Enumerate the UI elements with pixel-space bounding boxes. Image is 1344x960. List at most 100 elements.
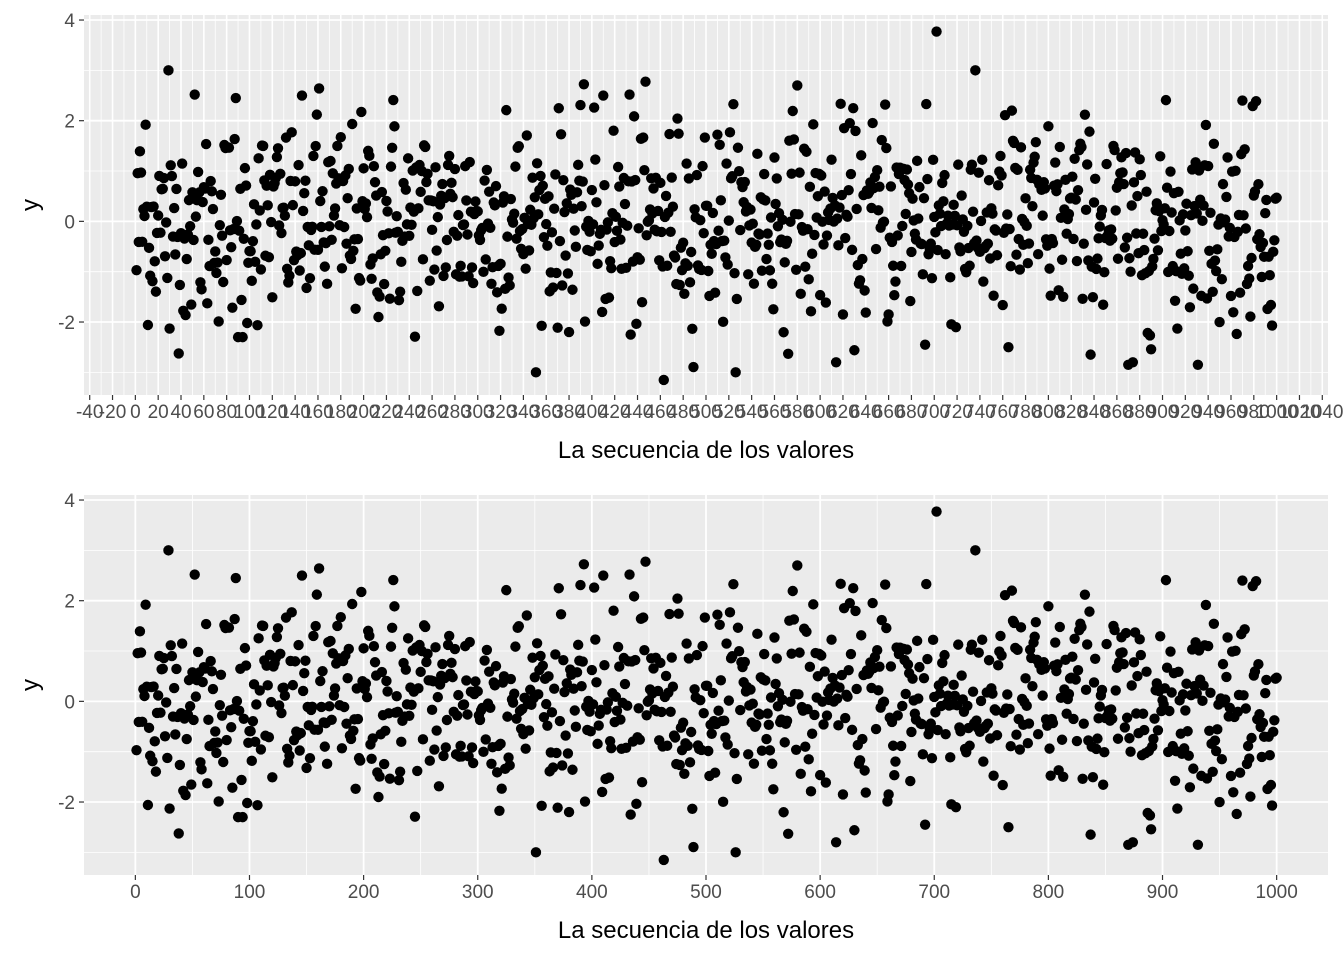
data-point (1230, 645, 1241, 657)
data-point (1173, 666, 1184, 677)
data-point (1184, 782, 1196, 793)
data-point (945, 752, 956, 763)
data-point (211, 267, 222, 279)
data-point (721, 158, 732, 169)
data-point (669, 252, 681, 263)
data-point (326, 714, 337, 726)
data-point (315, 675, 326, 687)
data-point (490, 180, 502, 192)
data-point (790, 264, 802, 275)
data-point (819, 186, 830, 197)
data-point (919, 339, 931, 350)
data-point (523, 725, 535, 736)
data-point (1250, 96, 1262, 107)
data-point (521, 610, 533, 621)
data-point (860, 787, 871, 798)
data-point (602, 697, 614, 708)
data-point (800, 261, 811, 272)
data-point (879, 99, 891, 110)
data-point (207, 683, 219, 695)
data-point (897, 220, 908, 232)
data-point (570, 721, 582, 733)
data-point (413, 683, 424, 694)
data-point (760, 675, 771, 686)
data-point (239, 642, 251, 654)
data-point (134, 146, 146, 157)
data-point (569, 705, 580, 716)
data-point (608, 605, 619, 616)
data-point (229, 133, 240, 145)
data-point (413, 203, 424, 214)
data-point (326, 234, 337, 246)
data-point (1058, 291, 1069, 302)
data-point (1069, 153, 1080, 164)
data-point (781, 715, 793, 727)
data-point (840, 712, 851, 724)
data-point (527, 172, 538, 183)
data-point (180, 309, 191, 321)
data-point (213, 796, 224, 807)
data-point (231, 695, 243, 707)
data-point (913, 693, 924, 704)
data-point (494, 325, 505, 336)
data-point (289, 176, 301, 187)
data-point (301, 282, 312, 294)
data-point (728, 98, 739, 110)
data-point (1228, 787, 1239, 798)
data-point (531, 638, 543, 649)
data-point (747, 218, 758, 229)
data-point (624, 89, 635, 100)
data-point (851, 683, 862, 695)
x-tick-label: -20 (99, 402, 126, 423)
data-point (900, 208, 911, 220)
data-point (667, 681, 679, 692)
data-point (1256, 271, 1268, 283)
data-point (137, 716, 148, 728)
data-point (1132, 670, 1143, 682)
data-point (794, 647, 805, 658)
data-point (730, 847, 741, 858)
data-point (262, 680, 273, 691)
x-tick-label: 600 (804, 402, 836, 423)
data-point (587, 699, 599, 710)
data-point (155, 707, 166, 718)
data-point (389, 601, 400, 612)
data-point (1067, 651, 1078, 662)
data-point (541, 698, 552, 710)
data-point (257, 140, 269, 152)
x-tick-label: 860 (1101, 402, 1133, 423)
data-point (549, 203, 560, 214)
data-point (160, 697, 172, 708)
data-point (240, 660, 252, 671)
data-point (1242, 740, 1254, 752)
data-point (706, 728, 717, 739)
data-point (883, 309, 894, 320)
data-point (1204, 245, 1215, 257)
data-point (284, 270, 295, 281)
data-point (691, 169, 703, 181)
data-point (446, 177, 457, 189)
data-point (200, 618, 212, 630)
bottom-panel-y-axis: -2 0 2 4 (58, 491, 84, 814)
data-point (1101, 158, 1112, 170)
data-point (709, 287, 721, 298)
data-point (743, 269, 754, 280)
data-point (1169, 295, 1181, 306)
x-tick-label: 260 (416, 402, 448, 423)
data-point (747, 698, 758, 709)
data-point (382, 686, 393, 697)
data-point (770, 198, 781, 210)
data-point (530, 847, 542, 858)
data-point (854, 275, 866, 286)
data-point (1244, 753, 1255, 764)
data-point (230, 572, 241, 584)
data-point (1081, 639, 1093, 650)
data-point (590, 154, 601, 165)
data-point (1190, 157, 1201, 168)
data-point (685, 246, 697, 258)
data-point (973, 647, 984, 658)
data-point (1222, 632, 1233, 643)
data-point (876, 614, 887, 626)
data-point (1117, 647, 1128, 658)
data-point (1182, 726, 1193, 737)
